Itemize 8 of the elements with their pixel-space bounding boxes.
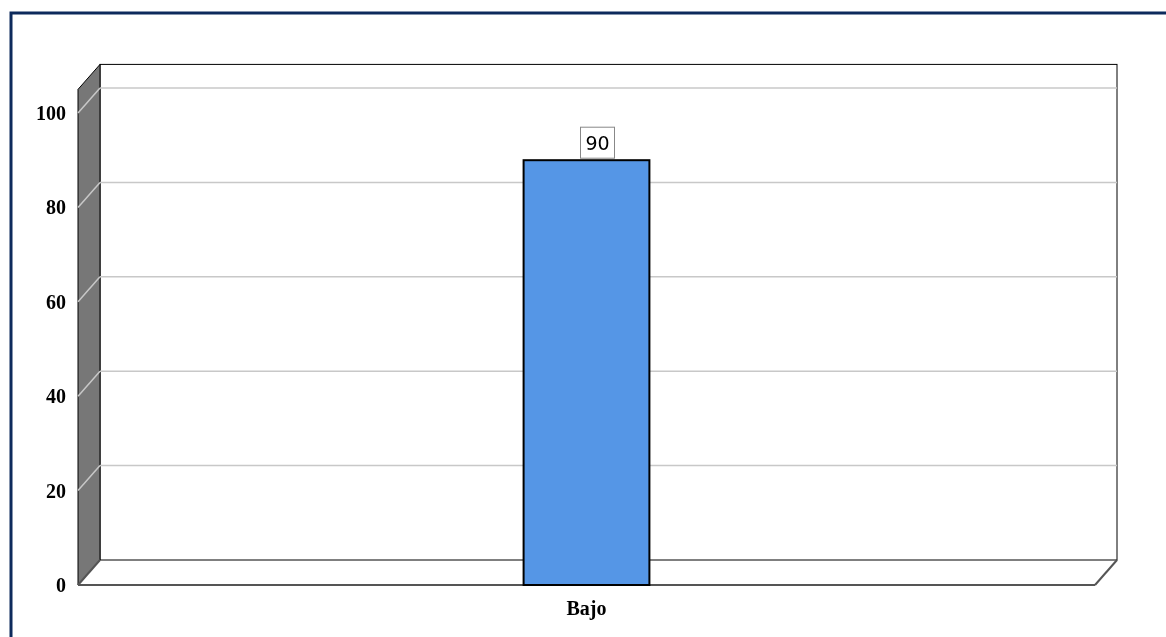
x-tick-label: Bajo <box>566 597 607 620</box>
y-tick-label: 20 <box>46 479 66 502</box>
data-label: 90 <box>585 132 610 155</box>
y-tick-label: 60 <box>46 290 66 313</box>
y-tick-label: 100 <box>36 102 66 124</box>
y-tick-label: 80 <box>46 196 66 219</box>
y-tick-label: 40 <box>46 385 66 408</box>
y-tick-label: 0 <box>56 574 66 596</box>
